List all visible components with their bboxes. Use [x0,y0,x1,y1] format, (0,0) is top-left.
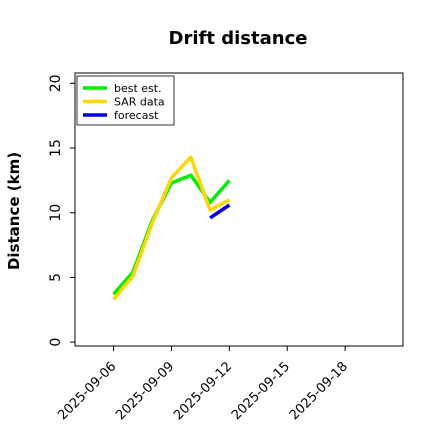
y-tick-label: 5 [48,273,64,282]
x-axis-ticks: 2025-09-062025-09-092025-09-122025-09-15… [55,346,351,423]
y-tick-label: 15 [48,139,64,157]
series-layer [112,155,231,301]
plot-frame [74,72,404,347]
chart-title: Drift distance [169,28,308,49]
legend-label: forecast [114,109,159,122]
x-tick-label: 2025-09-06 [55,359,119,423]
x-tick-label: 2025-09-09 [113,359,177,423]
x-tick-label: 2025-09-12 [171,359,235,423]
x-tick-label: 2025-09-15 [229,359,293,423]
legend-label: SAR data [114,96,165,109]
y-tick-label: 10 [48,204,64,222]
x-tick-label: 2025-09-18 [287,359,351,423]
series-line-sar-data [112,155,231,301]
y-tick-label: 20 [48,74,64,92]
y-axis-label: Distance (km) [5,152,23,270]
y-tick-label: 0 [48,338,64,347]
legend-label: best est. [114,82,162,95]
series-line-forecast [209,203,231,220]
y-axis-ticks: 0 5 10 15 20 [48,74,75,347]
